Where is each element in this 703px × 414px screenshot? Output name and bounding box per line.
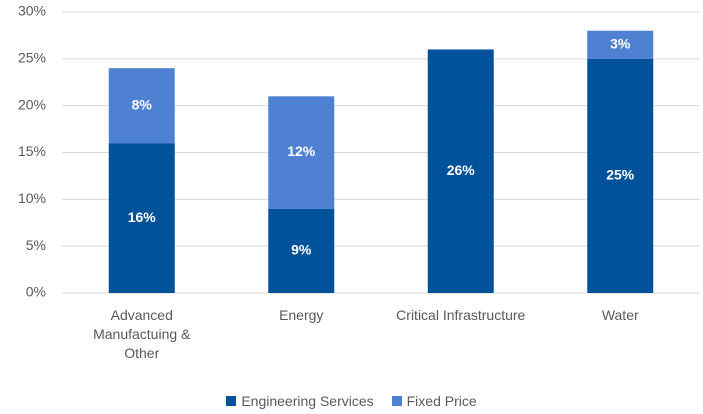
- x-tick-label: Advanced Manufactuing & Other: [93, 307, 191, 361]
- legend-item: Engineering Services: [226, 393, 374, 409]
- y-tick-label: 0%: [26, 284, 46, 300]
- value-label: 16%: [128, 209, 157, 225]
- value-label: 9%: [291, 242, 312, 258]
- y-tick-label: 25%: [18, 50, 46, 66]
- value-label: 3%: [610, 35, 631, 51]
- y-tick-label: 20%: [18, 96, 46, 112]
- legend-item: Fixed Price: [391, 393, 477, 409]
- y-tick-label: 15%: [18, 143, 46, 159]
- x-tick-label: Water: [601, 307, 639, 323]
- legend-label: Engineering Services: [241, 393, 374, 409]
- bar-segment: [108, 143, 175, 293]
- legend-label: Fixed Price: [406, 393, 477, 409]
- bar-segment: [268, 208, 335, 293]
- value-label: 26%: [447, 162, 476, 178]
- x-tick-label: Energy: [279, 307, 324, 323]
- bar-segment: [587, 58, 654, 294]
- legend-swatch: [226, 396, 237, 406]
- y-tick-label: 10%: [18, 190, 46, 206]
- x-tick-label: Critical Infrastructure: [396, 307, 526, 323]
- value-label: 25%: [606, 167, 635, 183]
- bar-segment: [268, 96, 335, 209]
- value-label: 12%: [287, 143, 316, 159]
- value-label: 8%: [132, 96, 153, 112]
- bar-segment: [587, 30, 654, 59]
- bar-segment: [427, 49, 494, 293]
- bar-segment: [108, 68, 175, 144]
- legend: Engineering Services Fixed Price: [0, 393, 703, 409]
- y-tick-label: 30%: [18, 3, 46, 19]
- legend-swatch: [391, 396, 402, 406]
- y-tick-label: 5%: [26, 237, 46, 253]
